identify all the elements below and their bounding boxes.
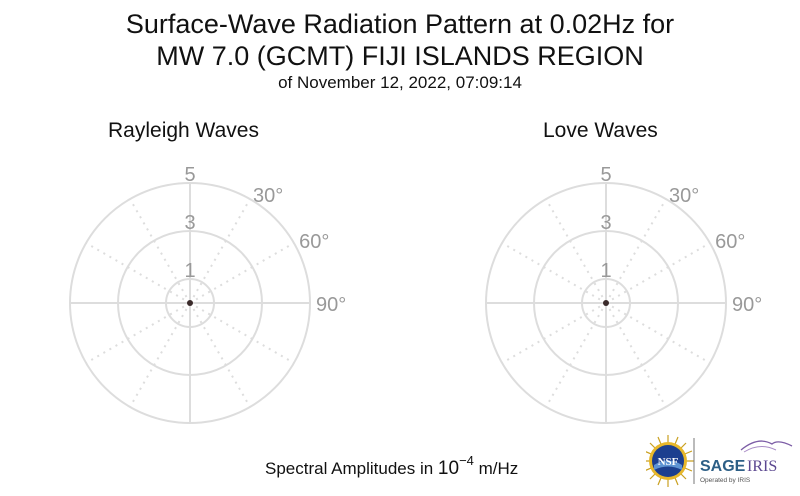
- rayleigh-radial-tick-3: 3: [184, 212, 195, 234]
- love-spoke-120: [605, 302, 711, 364]
- love-grid-circle-3: [533, 230, 679, 376]
- love-angle-tick-90: 90°: [732, 294, 762, 316]
- sage-logo-text: SAGE: [700, 458, 746, 475]
- operated-by-text: Operated by IRIS: [700, 477, 751, 484]
- love-angle-tick-30: 30°: [669, 185, 699, 207]
- sage-iris-logo: SAGE IRIS Operated by IRIS: [700, 440, 793, 484]
- love-panel-title: Love Waves: [543, 119, 658, 142]
- rayleigh-panel-title: Rayleigh Waves: [108, 119, 259, 142]
- units-prefix: Spectral Amplitudes in: [265, 459, 438, 478]
- love-data-point-0: [603, 300, 609, 306]
- units-unit: m/Hz: [473, 459, 519, 478]
- rayleigh-grid-circle-1: [165, 278, 215, 328]
- units-base: 10: [437, 458, 460, 479]
- polar-charts: 1 3 5 30° 60° 90° 1 3 5 30° 60° 90°: [69, 164, 762, 424]
- nsf-logo: NSF: [646, 435, 694, 487]
- love-spoke-30: [605, 198, 667, 304]
- love-spoke-330: [545, 198, 607, 304]
- love-spoke-300: [501, 242, 607, 304]
- title-block: Surface-Wave Radiation Pattern at 0.02Hz…: [0, 8, 800, 94]
- rayleigh-data-point-0: [187, 300, 193, 306]
- love-angle-tick-60: 60°: [715, 231, 745, 253]
- love-spoke-150: [605, 302, 667, 408]
- rayleigh-angle-tick-30: 30°: [253, 185, 283, 207]
- love-radial-tick-1: 1: [600, 260, 611, 282]
- rayleigh-spoke-240: [85, 302, 191, 364]
- love-spoke-210: [545, 302, 607, 408]
- chart-subtitle: of November 12, 2022, 07:09:14: [278, 73, 522, 92]
- love-grid-circle-5: [485, 182, 727, 424]
- iris-logo-text: IRIS: [747, 458, 777, 475]
- rayleigh-angle-tick-60: 60°: [299, 231, 329, 253]
- rayleigh-grid-circle-5: [69, 182, 311, 424]
- rayleigh-spoke-330: [129, 198, 191, 304]
- rayleigh-radial-tick-5: 5: [184, 164, 195, 186]
- rayleigh-radial-tick-1: 1: [184, 260, 195, 282]
- rayleigh-angle-tick-90: 90°: [316, 294, 346, 316]
- rayleigh-spoke-30: [189, 198, 251, 304]
- rayleigh-spoke-150: [189, 302, 251, 408]
- rayleigh-spoke-210: [129, 302, 191, 408]
- amplitude-units-label: Spectral Amplitudes in 10−4 m/Hz: [265, 453, 518, 480]
- chart-title-line1: Surface-Wave Radiation Pattern at 0.02Hz…: [125, 9, 675, 39]
- rayleigh-spoke-120: [189, 302, 295, 364]
- rayleigh-grid-circle-3: [117, 230, 263, 376]
- chart-title-line2: MW 7.0 (GCMT) FIJI ISLANDS REGION: [156, 41, 644, 71]
- love-radial-tick-5: 5: [600, 164, 611, 186]
- love-spoke-60: [605, 242, 711, 304]
- love-grid-circle-1: [581, 278, 631, 328]
- units-exponent: −4: [459, 453, 474, 468]
- love-radial-tick-3: 3: [600, 212, 611, 234]
- logos: NSF SAGE IRIS Operated by IRIS: [646, 435, 793, 487]
- rayleigh-spoke-300: [85, 242, 191, 304]
- nsf-logo-text: NSF: [658, 456, 679, 468]
- rayleigh-spoke-60: [189, 242, 295, 304]
- love-spoke-240: [501, 302, 607, 364]
